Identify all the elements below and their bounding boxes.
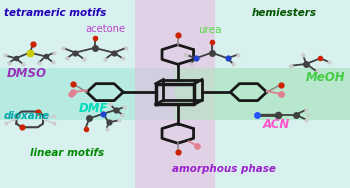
Text: hemiesters: hemiesters <box>252 8 317 18</box>
Text: amorphous phase: amorphous phase <box>172 164 275 174</box>
Text: MeOH: MeOH <box>306 71 346 84</box>
Text: dioxane: dioxane <box>4 111 50 121</box>
Bar <box>0 68 350 120</box>
Text: linear motifs: linear motifs <box>30 148 104 158</box>
Text: tetrameric motifs: tetrameric motifs <box>4 8 106 18</box>
Bar <box>175 68 350 120</box>
Text: acetone: acetone <box>86 24 126 34</box>
Text: ACN: ACN <box>262 118 290 130</box>
Text: urea: urea <box>198 25 221 35</box>
Text: DMF: DMF <box>79 102 108 114</box>
Text: DMSO: DMSO <box>7 67 47 80</box>
Bar <box>135 0 215 188</box>
